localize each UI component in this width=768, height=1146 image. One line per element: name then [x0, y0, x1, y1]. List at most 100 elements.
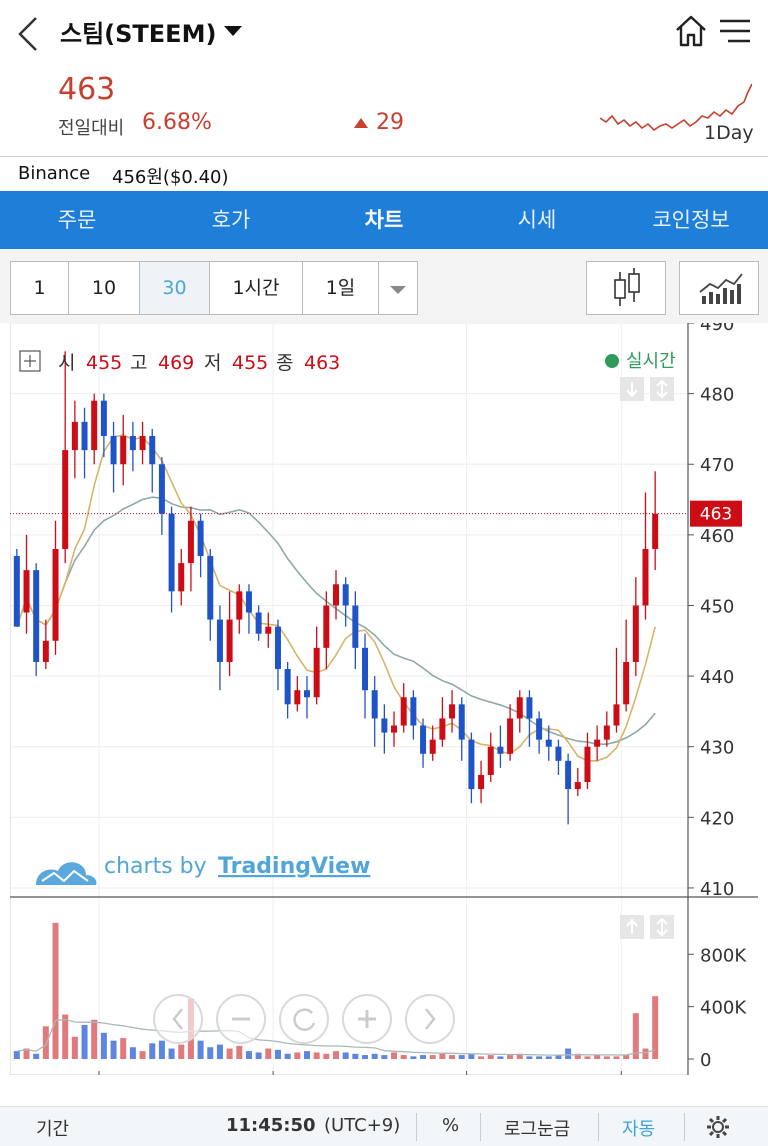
volume-bar	[149, 1043, 156, 1059]
tab-chart[interactable]: 차트	[364, 208, 404, 232]
candle-body	[439, 718, 446, 740]
exchange-name: Binance	[18, 163, 91, 184]
volume-bar	[342, 1052, 349, 1059]
price-tick-label: 470	[700, 455, 734, 476]
candle-body	[623, 661, 630, 705]
volume-bar	[574, 1053, 581, 1059]
indicators-button[interactable]	[679, 261, 759, 315]
volume-bar	[497, 1056, 504, 1059]
candle-body	[545, 739, 552, 747]
volume-bar	[449, 1055, 456, 1059]
interval-dropdown[interactable]	[378, 261, 418, 315]
indicator-chart-icon	[699, 273, 743, 304]
tab-orderbook[interactable]: 호가	[211, 208, 251, 232]
candle-body	[420, 725, 427, 754]
tab-order[interactable]: 주문	[57, 208, 97, 232]
interval-30[interactable]: 30	[139, 261, 210, 315]
volume-bar	[120, 1038, 127, 1059]
tradingview-watermark[interactable]: charts by TradingView	[36, 854, 370, 885]
candle-body	[429, 739, 436, 754]
tab-market-price[interactable]: 시세	[517, 208, 557, 232]
refresh-icon	[293, 1008, 316, 1031]
scroll-right-button[interactable]	[405, 994, 455, 1044]
hamburger-menu-icon[interactable]	[718, 16, 752, 46]
volume-bar	[303, 1051, 310, 1059]
log-scale-toggle[interactable]: 로그눈금	[504, 1119, 571, 1140]
candle-body	[603, 725, 610, 740]
candle-body	[516, 697, 523, 719]
candle-body	[303, 690, 310, 698]
gear-icon[interactable]	[706, 1115, 730, 1139]
candle-body	[574, 782, 581, 790]
coin-title[interactable]: 스팀(STEEM)	[60, 20, 217, 48]
volume-bar	[62, 1014, 69, 1059]
mini-chart-period: 1Day	[704, 122, 754, 144]
candle-body	[487, 746, 494, 775]
volume-bar	[487, 1055, 494, 1059]
candle-body	[458, 704, 465, 740]
price-summary: 463 전일대비 6.68% 29 1Day	[0, 62, 768, 156]
volume-bar	[158, 1040, 165, 1059]
candle-body	[652, 513, 659, 549]
candle-body	[197, 520, 204, 557]
candle-body	[294, 690, 301, 705]
divider	[684, 1113, 685, 1141]
candle-body	[400, 697, 407, 726]
volume-bar	[333, 1051, 339, 1059]
watermark-prefix: charts by	[104, 854, 207, 879]
candle-body	[526, 697, 533, 719]
interval-10[interactable]: 10	[68, 261, 140, 315]
chevron-left-icon[interactable]	[14, 14, 44, 54]
chart-type-button[interactable]	[586, 261, 666, 315]
price-axis-ticks: 490 480 470 460 450 440 430 420 410	[688, 314, 734, 900]
interval-1[interactable]: 1	[10, 261, 69, 315]
period-button[interactable]: 기간	[36, 1119, 70, 1140]
timezone-label[interactable]: (UTC+9)	[324, 1115, 401, 1136]
scroll-left-button[interactable]	[153, 994, 203, 1044]
price-tick-label: 460	[700, 526, 734, 547]
exchange-row: Binance 456원($0.40)	[0, 157, 768, 191]
candle-body	[362, 647, 369, 691]
up-arrow-icon	[354, 118, 368, 128]
watermark-brand: TradingView	[218, 854, 370, 879]
coin-select-caret-icon[interactable]	[224, 26, 242, 36]
chevron-right-icon	[425, 1008, 436, 1030]
last-price-label: 463	[700, 505, 732, 525]
candle-body	[100, 400, 107, 436]
interval-1d[interactable]: 1일	[302, 261, 379, 315]
tradingview-cloud-icon	[36, 862, 97, 885]
reset-button[interactable]	[279, 994, 329, 1044]
candle-body	[158, 464, 165, 514]
low-value: 455	[232, 352, 268, 374]
last-price-badge	[690, 500, 742, 527]
volume-bar	[642, 1048, 649, 1059]
volume-bar	[274, 1049, 281, 1059]
home-icon[interactable]	[674, 14, 708, 48]
candle-body	[565, 760, 572, 790]
volume-bar	[623, 1055, 630, 1059]
volume-bar	[139, 1051, 146, 1059]
auto-scale-toggle[interactable]: 자동	[622, 1119, 656, 1140]
percent-toggle[interactable]: %	[442, 1115, 460, 1136]
candle-body	[91, 400, 98, 451]
candle-body	[333, 584, 339, 606]
price-tick-label: 420	[700, 808, 734, 829]
price-tick-label: 450	[700, 596, 734, 617]
candle-body	[13, 556, 20, 627]
tab-coin-info[interactable]: 코인정보	[652, 208, 730, 232]
volume-bar	[178, 1044, 185, 1059]
interval-1h[interactable]: 1시간	[209, 261, 303, 315]
candle-body	[33, 570, 40, 662]
volume-bar	[555, 1055, 562, 1059]
chart-footer: 기간 11:45:50 (UTC+9) % 로그눈금 자동	[0, 1106, 768, 1146]
mini-sparkline-chart[interactable]	[600, 80, 752, 146]
volume-bar	[391, 1052, 398, 1059]
volume-bar	[100, 1032, 107, 1059]
candle-body	[178, 563, 185, 592]
candle-body	[149, 435, 156, 465]
change-amount: 29	[376, 110, 404, 135]
volume-bar	[42, 1026, 49, 1059]
volume-bar	[216, 1044, 223, 1059]
